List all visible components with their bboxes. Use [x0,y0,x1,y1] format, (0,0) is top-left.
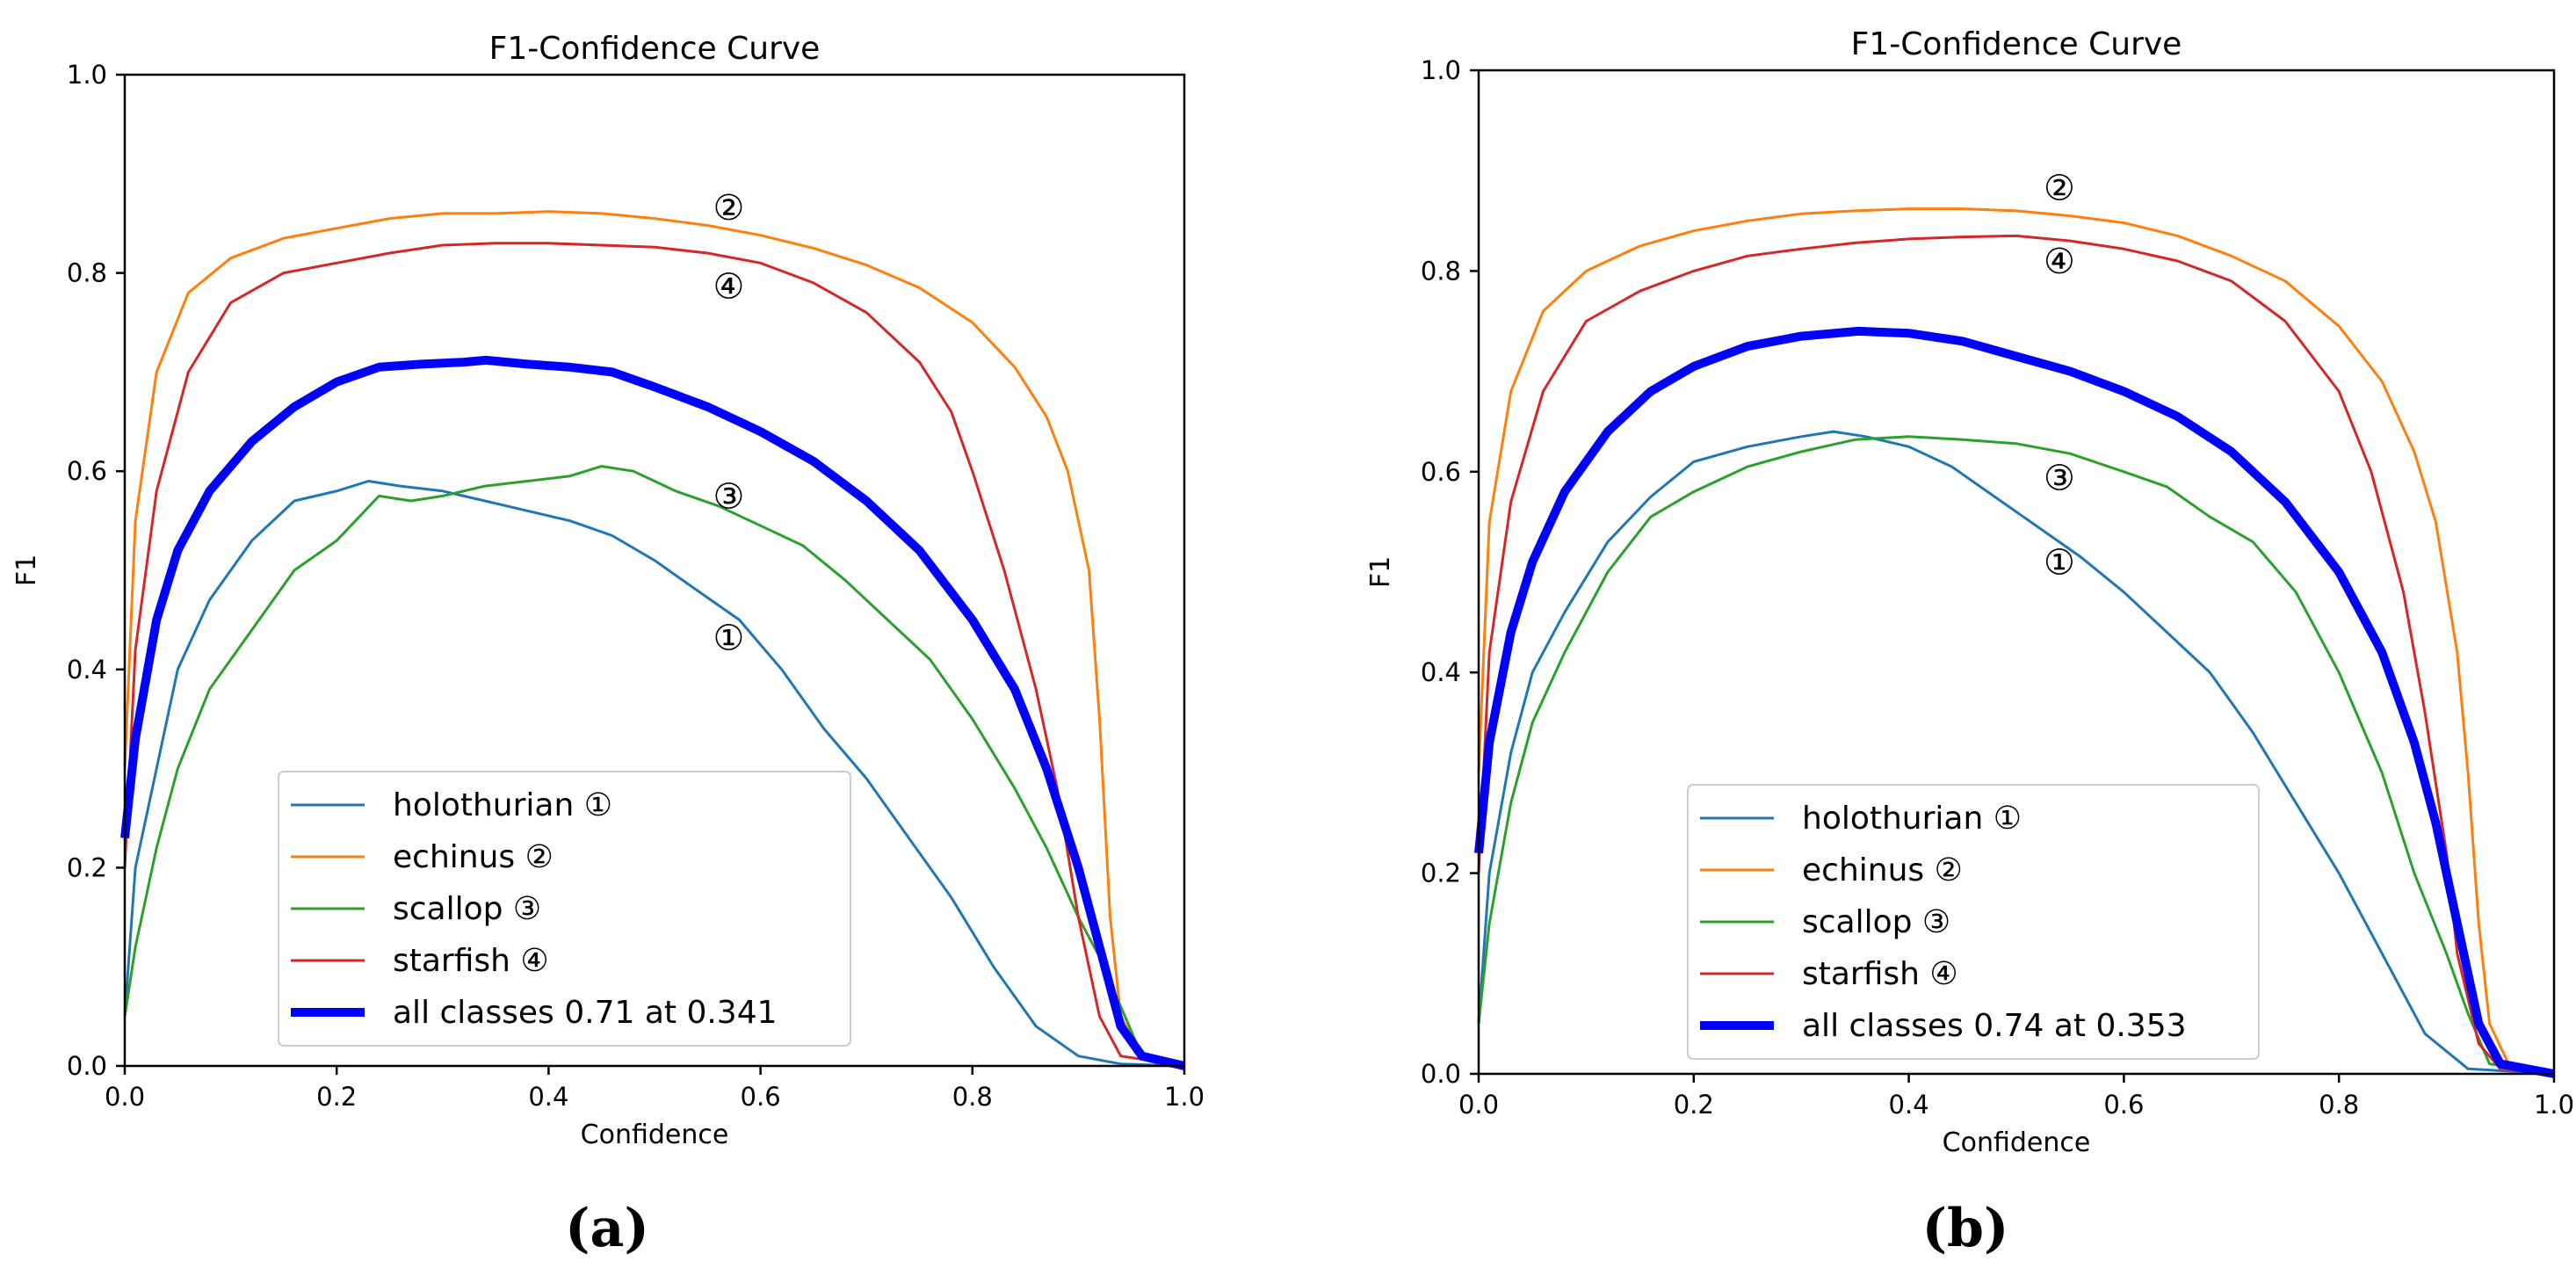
legend-label: holothurian ① [1802,801,2022,837]
x-tick-label: 0.4 [1889,1090,1929,1120]
x-tick-label: 0.2 [1674,1090,1714,1120]
legend: holothurian ① echinus ② scallop ③ starfish … [1687,784,2260,1060]
series-line-holothurian [1477,430,2555,1076]
x-tick-label: 0.6 [2103,1090,2144,1120]
y-tick-label: 0.6 [1421,457,1461,487]
y-tick-label: 1.0 [67,60,107,90]
y-tick-label: 0.2 [1421,859,1461,888]
x-tick-label: 0.6 [741,1082,781,1112]
legend-box [278,771,851,1047]
y-axis-label: F1 [1365,556,1396,588]
y-tick-label: 0.6 [67,456,107,486]
x-tick-label: 0.0 [1458,1090,1499,1120]
chart-title: F1-Confidence Curve [1851,26,2182,62]
plot-frame [1477,69,2556,1076]
chart-panel-a: 0.00.0 0.2 0.2 0.4 0.4 0.6 0.6 0.8 0.8 1.0 1.0 F1-C… [11,31,1205,1259]
chart-panel-b: 0.00.0 0.2 0.2 0.4 0.4 0.6 0.6 0.8 0.8 1.0 1.0 F1-C… [1365,26,2574,1259]
legend: holothurian ① echinus ② scallop ③ starfish … [278,771,851,1047]
x-tick-label: 1.0 [2534,1090,2574,1120]
x-tick-label: 0.8 [2319,1090,2359,1120]
series-line-scallop [123,465,1185,1068]
x-tick-label: 0.0 [105,1082,145,1112]
series-line-echinus [1477,207,2555,1076]
legend-label: holothurian ① [393,787,612,823]
series-line-scallop [1477,435,2555,1076]
series-line-holothurian [123,480,1185,1068]
y-tick-label: 0.2 [67,852,107,882]
y-tick-label: 0.0 [67,1051,107,1081]
x-tick-label: 0.4 [528,1082,568,1112]
x-tick-label: 1.0 [1164,1082,1205,1112]
curve-annotation: ④ [713,266,744,307]
curve-annotation: ④ [2044,242,2075,282]
legend-label: echinus ② [1802,852,1963,888]
y-tick-label: 0.4 [67,655,107,685]
y-tick-label: 0.4 [1421,657,1461,687]
curve-annotation: ① [713,619,744,659]
y-tick-label: 0.8 [1421,256,1461,286]
curve-annotation: ③ [2044,459,2075,499]
subfigure-label: (b) [1922,1198,2009,1259]
legend-label: scallop ③ [1802,904,1950,940]
subfigure-label: (a) [565,1198,649,1259]
x-tick-label: 0.2 [316,1082,357,1112]
curve-annotation: ③ [713,476,744,517]
series-line-starfish [123,242,1185,1068]
series-line-echinus [123,210,1185,1068]
legend-label: starfish ④ [1802,956,1958,992]
legend-box [1687,784,2260,1060]
curve-annotation: ① [2044,543,2075,584]
legend-label: echinus ② [393,839,554,875]
legend-label: scallop ③ [393,891,541,927]
legend-label: starfish ④ [393,943,549,979]
y-axis-label: F1 [11,555,42,586]
series-line-starfish [1477,234,2555,1076]
legend-label: all classes 0.74 at 0.353 [1802,1008,2187,1044]
curve-annotation: ② [2044,169,2075,209]
plot-frame [123,73,1186,1068]
x-axis-label: Confidence [1943,1127,2091,1158]
y-tick-label: 1.0 [1421,55,1461,85]
curve-annotation: ② [713,188,744,228]
y-tick-label: 0.0 [1421,1059,1461,1089]
chart-title: F1-Confidence Curve [489,31,821,67]
series-line-all [120,355,1186,1070]
x-tick-label: 0.8 [952,1082,993,1112]
series-line-all [1474,326,2555,1078]
y-tick-label: 0.8 [67,258,107,288]
legend-label: all classes 0.71 at 0.341 [393,995,778,1031]
x-axis-label: Confidence [581,1120,729,1150]
